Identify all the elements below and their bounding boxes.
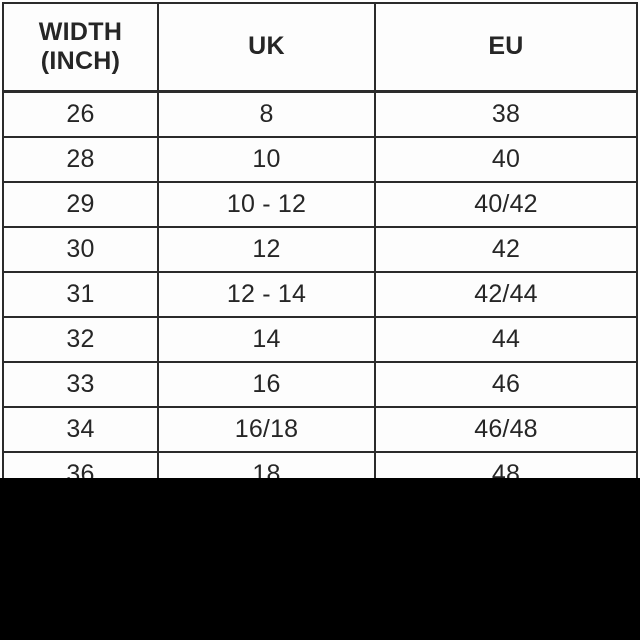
cell-uk: 10 - 12 — [157, 181, 376, 228]
cell-eu: 46 — [374, 361, 638, 408]
table-body: 26 8 38 28 10 40 29 10 - 12 40/42 30 12 — [2, 90, 638, 498]
cell-width: 28 — [2, 136, 159, 183]
letterbox-bar — [0, 478, 640, 640]
column-header-width-line1: WIDTH — [38, 17, 123, 46]
cell-uk: 12 — [157, 226, 376, 273]
table-row: 29 10 - 12 40/42 — [2, 181, 638, 228]
cell-width: 30 — [2, 226, 159, 273]
cell-eu: 42 — [374, 226, 638, 273]
table-row: 26 8 38 — [2, 90, 638, 138]
cell-uk: 16 — [157, 361, 376, 408]
table-row: 34 16/18 46/48 — [2, 406, 638, 453]
cell-uk: 10 — [157, 136, 376, 183]
column-header-uk: UK — [157, 2, 376, 93]
cell-uk: 8 — [157, 90, 376, 138]
cell-eu: 40/42 — [374, 181, 638, 228]
cell-eu: 44 — [374, 316, 638, 363]
cell-eu: 46/48 — [374, 406, 638, 453]
size-chart-container: WIDTH (INCH) UK EU 26 8 38 28 10 40 — [0, 0, 640, 498]
cell-eu: 42/44 — [374, 271, 638, 318]
cell-eu: 40 — [374, 136, 638, 183]
table-row: 33 16 46 — [2, 361, 638, 408]
table-row: 31 12 - 14 42/44 — [2, 271, 638, 318]
cell-uk: 12 - 14 — [157, 271, 376, 318]
size-chart-table: WIDTH (INCH) UK EU 26 8 38 28 10 40 — [2, 2, 638, 498]
table-header: WIDTH (INCH) UK EU — [2, 2, 638, 93]
column-header-eu: EU — [374, 2, 638, 93]
table-row: 28 10 40 — [2, 136, 638, 183]
column-header-width-inch: WIDTH (INCH) — [2, 2, 159, 93]
column-header-width-line2: (INCH) — [40, 47, 121, 75]
cell-width: 29 — [2, 181, 159, 228]
table-row: 32 14 44 — [2, 316, 638, 363]
cell-width: 34 — [2, 406, 159, 453]
table-row: 30 12 42 — [2, 226, 638, 273]
cell-width: 32 — [2, 316, 159, 363]
cell-width: 31 — [2, 271, 159, 318]
cell-uk: 16/18 — [157, 406, 376, 453]
table-header-row: WIDTH (INCH) UK EU — [2, 2, 638, 93]
cell-width: 26 — [2, 90, 159, 138]
cell-uk: 14 — [157, 316, 376, 363]
cell-width: 33 — [2, 361, 159, 408]
cell-eu: 38 — [374, 90, 638, 138]
